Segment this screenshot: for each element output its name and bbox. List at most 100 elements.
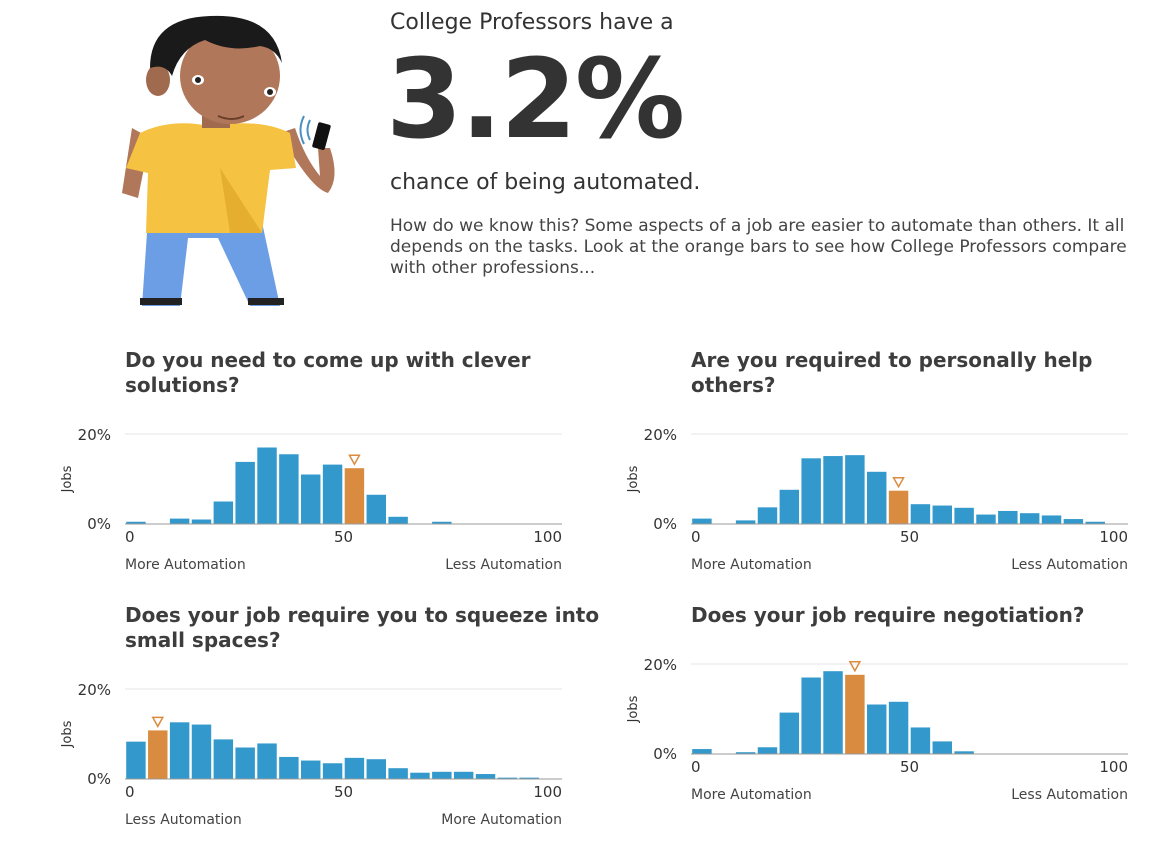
histogram-bar	[213, 739, 234, 779]
histogram-bar	[910, 504, 931, 524]
automation-percent: 3.2%	[386, 35, 685, 163]
x-tick-label: 0	[691, 528, 701, 546]
x-tick-label: 100	[533, 528, 562, 546]
y-tick-label: 0%	[87, 515, 111, 533]
histogram-bar	[301, 474, 321, 524]
histogram-bar	[366, 494, 386, 524]
chart-panel-small-spaces: Does your job require you to squeeze int…	[60, 603, 605, 828]
histogram-bar	[432, 771, 452, 779]
histogram-bar	[757, 747, 778, 754]
headline-prefix: College Professors have a	[390, 10, 674, 35]
x-tick-label: 50	[334, 528, 353, 546]
highlight-marker-icon	[892, 476, 905, 489]
histogram-bar	[257, 447, 277, 524]
histogram-bar	[322, 763, 343, 779]
chart-title: Does your job require you to squeeze int…	[125, 603, 600, 652]
y-axis-label: Jobs	[60, 720, 75, 748]
x-left-label: Less Automation	[125, 812, 242, 828]
histogram-bar	[235, 747, 255, 779]
x-tick-label: 0	[125, 528, 135, 546]
histogram-bar	[888, 701, 909, 754]
histogram-bar	[779, 712, 800, 754]
chart-title: Do you need to come up with clever solut…	[125, 348, 531, 397]
highlight-marker-icon	[151, 716, 165, 728]
chart-title: Are you required to personally help othe…	[691, 348, 1093, 397]
x-tick-label: 100	[1099, 528, 1128, 546]
x-right-label: More Automation	[441, 812, 562, 828]
histogram-bar	[932, 505, 952, 524]
histogram-bar	[257, 743, 277, 779]
y-tick-label: 20%	[644, 426, 677, 444]
x-left-label: More Automation	[125, 557, 246, 573]
y-axis-label: Jobs	[626, 465, 641, 493]
histogram-bar	[410, 772, 430, 779]
histogram-bar	[823, 456, 843, 524]
histogram-bar	[867, 704, 887, 754]
x-tick-label: 0	[125, 783, 135, 801]
histogram-bar	[432, 521, 452, 524]
histogram-bar	[126, 521, 146, 524]
chart-panel-negotiation: Does your job require negotiation? 0% 20%…	[626, 603, 1169, 803]
histogram-bar	[845, 455, 865, 524]
histogram-bar	[692, 749, 712, 754]
histogram-bar	[932, 741, 952, 754]
histogram-bar	[126, 741, 146, 779]
histogram-bar	[1063, 519, 1084, 524]
histogram-bar	[910, 727, 931, 754]
histogram-bar	[954, 507, 974, 524]
histogram-bar	[757, 507, 778, 524]
histogram-bar	[191, 724, 212, 779]
histogram-chart: 0% 20% Jobs 0 50 100 Less Automation More Autom…	[60, 681, 562, 828]
histogram-chart: 0% 20% Jobs 0 50 100 More Automation Less Autom…	[60, 426, 562, 573]
histogram-bar	[692, 518, 712, 524]
y-tick-label: 0%	[653, 745, 677, 763]
histogram-bar	[322, 464, 343, 524]
histogram-bar	[497, 777, 518, 779]
histogram-bar	[453, 771, 474, 779]
highlight-bar	[845, 674, 865, 754]
chart-panel-clever-solutions: Do you need to come up with clever solut…	[60, 348, 605, 573]
x-left-label: More Automation	[691, 787, 812, 803]
histogram-bar	[279, 454, 299, 524]
y-tick-label: 20%	[78, 681, 111, 699]
highlight-marker-icon	[848, 661, 862, 673]
histogram-bar	[735, 752, 756, 754]
histogram-bar	[519, 777, 539, 779]
y-tick-label: 20%	[644, 656, 677, 674]
x-tick-label: 100	[533, 783, 562, 801]
histogram-bar	[1085, 521, 1105, 524]
histogram-bar	[998, 510, 1018, 524]
histogram-bar	[735, 520, 756, 524]
histogram-bar	[213, 501, 234, 524]
histogram-chart: 0% 20% Jobs 0 50 100 More Automation Less Autom…	[626, 426, 1128, 573]
y-tick-label: 0%	[87, 770, 111, 788]
x-tick-label: 50	[900, 758, 919, 776]
histogram-bar	[235, 461, 255, 524]
histogram-chart: 0% 20% Jobs 0 50 100 More Automation Less Autom…	[626, 656, 1128, 803]
x-tick-label: 100	[1099, 758, 1128, 776]
histogram-bar	[169, 518, 190, 524]
y-axis-label: Jobs	[60, 465, 75, 493]
histogram-bar	[867, 471, 887, 524]
x-tick-label: 50	[334, 783, 353, 801]
highlight-bar	[888, 490, 909, 524]
histogram-bar	[279, 756, 299, 779]
histogram-bar	[1041, 515, 1062, 524]
chart-title: Does your job require negotiation?	[691, 603, 1085, 627]
highlight-bar	[148, 730, 168, 779]
histogram-bar	[344, 757, 365, 779]
chart-panel-help-others: Are you required to personally help othe…	[626, 348, 1169, 573]
histogram-bar	[801, 677, 821, 754]
y-tick-label: 0%	[653, 515, 677, 533]
histogram-bar	[801, 458, 821, 524]
x-right-label: Less Automation	[1011, 787, 1128, 803]
y-tick-label: 20%	[78, 426, 111, 444]
histogram-bar	[976, 514, 996, 524]
x-right-label: Less Automation	[1011, 557, 1128, 573]
highlight-bar	[344, 468, 365, 524]
histogram-bar	[823, 671, 843, 754]
histogram-bar	[388, 516, 408, 524]
x-right-label: Less Automation	[445, 557, 562, 573]
intro-paragraph: How do we know this? Some aspects of a j…	[390, 216, 1127, 278]
histogram-bar	[169, 722, 190, 779]
